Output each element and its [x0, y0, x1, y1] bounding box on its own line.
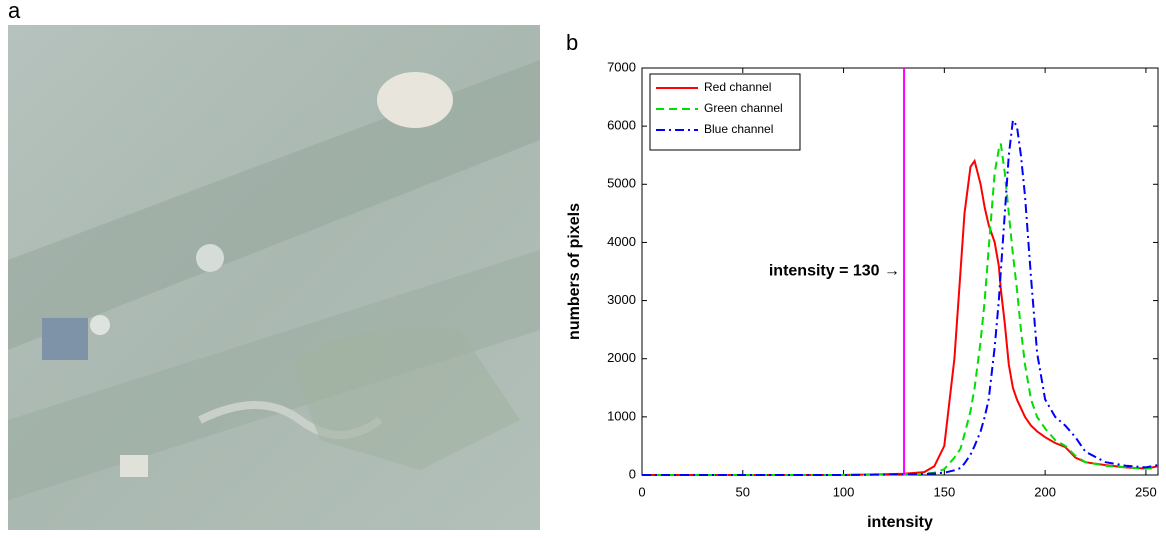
y-tick-label: 7000: [607, 59, 636, 74]
y-tick-label: 6000: [607, 118, 636, 133]
series-line: [642, 143, 1159, 476]
x-tick-label: 250: [1135, 484, 1157, 499]
y-tick-label: 2000: [607, 350, 636, 365]
x-tick-label: 100: [833, 484, 855, 499]
legend-box: [649, 73, 801, 151]
y-tick-label: 0: [629, 466, 636, 481]
panel-label: b: [566, 30, 578, 55]
y-axis-title: numbers of pixels: [566, 203, 583, 340]
annotation: intensity = 130 →: [769, 263, 900, 280]
x-tick-label: 0: [638, 484, 645, 499]
x-tick-label: 150: [933, 484, 955, 499]
series-line: [642, 117, 1159, 476]
plot: 0 1000 2000 3000 4000 5000 6000 7000 0 50 100 150 20…: [566, 59, 1159, 531]
x-tick-label: 50: [736, 484, 750, 499]
y-tick-label: 1000: [607, 408, 636, 423]
series-line: [642, 158, 1159, 476]
legend-label: Red channel: [704, 80, 771, 94]
y-tick-label: 3000: [607, 292, 636, 307]
y-tick-label: 4000: [607, 234, 636, 249]
panel-label: a: [8, 0, 21, 23]
legend-label: Blue channel: [704, 122, 773, 136]
legend-label: Green channel: [704, 101, 783, 115]
x-axis-title: intensity: [867, 514, 933, 531]
aerial-image: [8, 25, 540, 530]
x-tick-label: 200: [1034, 484, 1056, 499]
y-tick-label: 5000: [607, 176, 636, 191]
